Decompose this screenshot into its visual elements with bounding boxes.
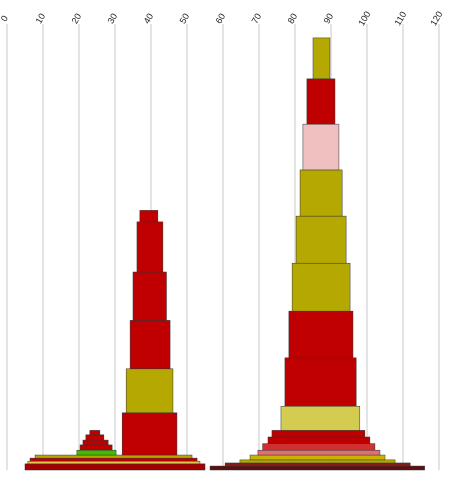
layer xyxy=(34,454,193,459)
layer xyxy=(288,310,354,359)
layer xyxy=(85,434,105,441)
x-tick-label: 20 xyxy=(70,12,84,26)
x-tick-label: 30 xyxy=(106,12,120,26)
x-tick-label: 60 xyxy=(214,12,228,26)
layer xyxy=(299,169,343,217)
layer xyxy=(224,462,411,467)
layer xyxy=(267,436,371,444)
layer xyxy=(89,430,101,436)
layer xyxy=(27,460,201,465)
x-tick-label: 40 xyxy=(142,12,156,26)
x-tick-label: 100 xyxy=(356,9,372,27)
layer xyxy=(121,412,178,456)
layer xyxy=(249,454,386,461)
x-tick-label: 10 xyxy=(34,12,48,26)
layer xyxy=(284,357,357,407)
x-tick-label: 120 xyxy=(428,9,444,27)
layer xyxy=(306,78,336,125)
layer xyxy=(79,444,113,451)
x-tick-label: 80 xyxy=(286,12,300,26)
layer xyxy=(295,215,347,264)
layer xyxy=(291,262,351,312)
layer xyxy=(136,221,164,273)
x-tick-label: 90 xyxy=(322,12,336,26)
layer xyxy=(302,123,340,171)
layer xyxy=(280,405,361,431)
layer xyxy=(239,459,396,464)
layer xyxy=(257,449,381,456)
layer xyxy=(262,443,376,451)
layer xyxy=(29,457,198,462)
x-tick-label: 0 xyxy=(0,14,10,23)
layer xyxy=(24,463,206,471)
x-tick-label: 50 xyxy=(178,12,192,26)
layer xyxy=(82,439,109,446)
layer xyxy=(312,37,331,80)
layer xyxy=(76,449,117,456)
x-tick-label: 110 xyxy=(392,10,408,27)
x-tick-label: 70 xyxy=(250,12,264,26)
layer xyxy=(132,271,167,321)
layer xyxy=(125,368,174,414)
layer xyxy=(271,430,366,438)
layer xyxy=(209,465,425,471)
layer xyxy=(139,210,159,223)
layer xyxy=(129,320,171,370)
